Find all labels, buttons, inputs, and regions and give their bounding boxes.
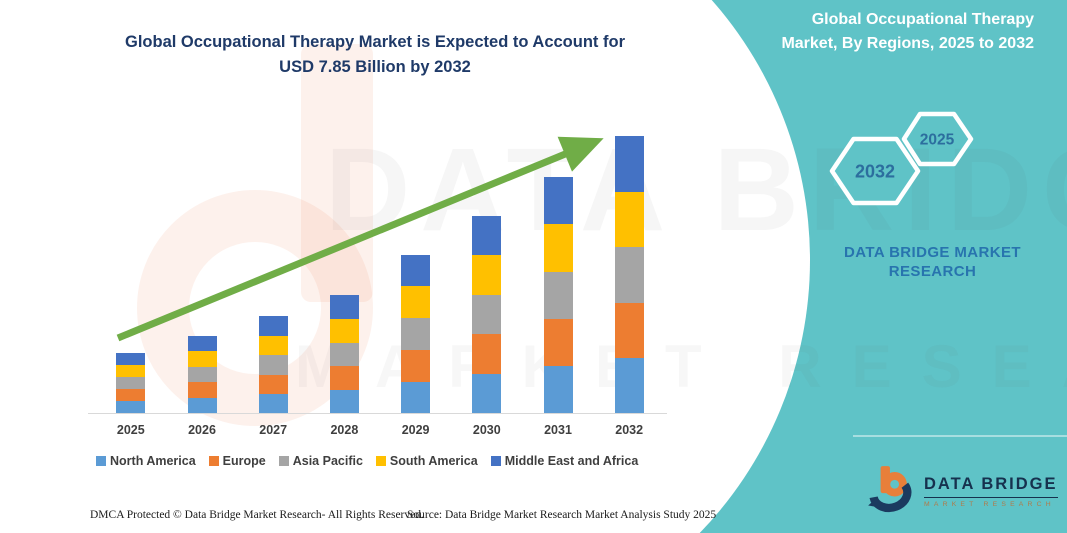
segment-north-america (187, 397, 217, 414)
segment-south-america (472, 255, 502, 295)
data-bridge-logo: DATA BRIDGE MARKET RESEARCH (866, 464, 1058, 518)
segment-middle-east-and-africa (472, 215, 502, 256)
panel-brand-line2: RESEARCH (888, 263, 977, 280)
segment-north-america (116, 401, 146, 414)
segment-middle-east-and-africa (258, 316, 288, 336)
segment-south-america (116, 365, 146, 378)
panel-brand-line1: DATA BRIDGE MARKET (844, 244, 1021, 261)
bar-2031 (543, 177, 573, 414)
chart-title-line2: USD 7.85 Billion by 2032 (279, 58, 471, 76)
legend-label: South America (389, 454, 478, 468)
hexagon-2032-label: 2032 (855, 162, 895, 182)
segment-middle-east-and-africa (187, 335, 217, 352)
legend-swatch (208, 456, 219, 466)
panel-title-line1: Global Occupational Therapy (811, 11, 1034, 28)
segment-south-america (543, 224, 573, 272)
x-axis-label-2025: 2025 (116, 423, 145, 437)
segment-europe (401, 349, 431, 382)
bar-2026 (187, 335, 217, 414)
bar-2027 (258, 316, 288, 414)
segment-south-america (329, 318, 359, 343)
legend-label: Asia Pacific (292, 454, 363, 468)
legend-item-north-america: North America (96, 454, 196, 468)
chart-legend: North America Europe Asia Pacific South Ame… (96, 454, 638, 468)
panel-title-line2: Market, By Regions, 2025 to 2032 (781, 35, 1034, 52)
legend-item-europe: Europe (208, 454, 266, 468)
hexagon-2025 (901, 111, 974, 167)
growth-trend-arrow (116, 136, 604, 342)
x-axis-line (88, 413, 667, 414)
segment-middle-east-and-africa (543, 177, 573, 225)
segment-asia-pacific (329, 342, 359, 367)
segment-south-america (401, 286, 431, 319)
segment-europe (187, 382, 217, 398)
x-axis-label-2030: 2030 (472, 423, 501, 437)
segment-europe (614, 302, 644, 359)
segment-asia-pacific (187, 366, 217, 383)
segment-asia-pacific (543, 271, 573, 319)
segment-north-america (329, 389, 359, 414)
logo-title: DATA BRIDGE (924, 475, 1058, 498)
segment-asia-pacific (472, 294, 502, 335)
segment-asia-pacific (258, 355, 288, 375)
bar-2030 (472, 215, 502, 414)
segment-north-america (258, 394, 288, 414)
bar-2028 (329, 295, 359, 414)
segment-europe (258, 374, 288, 395)
footer-copyright: DMCA Protected © Data Bridge Market Rese… (90, 509, 424, 521)
segment-middle-east-and-africa (401, 254, 431, 287)
chart-title-line1: Global Occupational Therapy Market is Ex… (125, 33, 625, 51)
x-axis-label-2031: 2031 (544, 423, 572, 437)
segment-europe (329, 366, 359, 390)
segment-asia-pacific (116, 377, 146, 390)
legend-item-middle-east-and-africa: Middle East and Africa (490, 454, 639, 468)
x-axis-label-2028: 2028 (330, 423, 359, 437)
legend-swatch (490, 456, 501, 466)
segment-europe (543, 318, 573, 367)
segment-north-america (614, 358, 644, 414)
footer-source: Source: Data Bridge Market Research Mark… (407, 509, 717, 521)
x-axis-label-2026: 2026 (188, 423, 216, 437)
bar-2025 (116, 353, 146, 414)
hexagon-2025-label: 2025 (920, 132, 955, 149)
segment-middle-east-and-africa (614, 136, 644, 192)
x-axis-label-2029: 2029 (401, 423, 430, 437)
segment-north-america (543, 366, 573, 414)
panel-divider-line (853, 435, 1067, 437)
legend-item-asia-pacific: Asia Pacific (278, 454, 363, 468)
segment-north-america (401, 381, 431, 414)
panel-title: Global Occupational Therapy Market, By R… (734, 8, 1034, 56)
segment-asia-pacific (614, 247, 644, 303)
logo-subtitle: MARKET RESEARCH (924, 500, 1055, 508)
x-axis-label-2027: 2027 (259, 423, 288, 437)
chart-title: Global Occupational Therapy Market is Ex… (80, 30, 670, 80)
x-axis-label-2032: 2032 (615, 423, 644, 437)
segment-middle-east-and-africa (116, 353, 146, 366)
segment-south-america (614, 191, 644, 248)
segment-europe (116, 389, 146, 402)
segment-south-america (187, 351, 217, 367)
segment-south-america (258, 335, 288, 356)
segment-middle-east-and-africa (329, 295, 359, 319)
legend-swatch (278, 456, 289, 466)
bar-2032 (614, 136, 644, 414)
legend-swatch (375, 456, 386, 466)
data-bridge-logo-text: DATA BRIDGE MARKET RESEARCH (924, 475, 1058, 508)
panel-brand-text: DATA BRIDGE MARKET RESEARCH (820, 243, 1045, 281)
legend-label: Middle East and Africa (504, 454, 639, 468)
legend-swatch (96, 456, 106, 466)
bar-2029 (401, 254, 431, 414)
segment-north-america (472, 373, 502, 414)
legend-label: Europe (222, 454, 266, 468)
data-bridge-logo-icon (868, 466, 912, 513)
segment-asia-pacific (401, 318, 431, 350)
segment-europe (472, 334, 502, 374)
legend-item-south-america: South America (375, 454, 478, 468)
year-hexagons: 2025 2032 (829, 111, 974, 206)
legend-label: North America (110, 454, 196, 468)
hexagon-2032 (829, 136, 921, 206)
